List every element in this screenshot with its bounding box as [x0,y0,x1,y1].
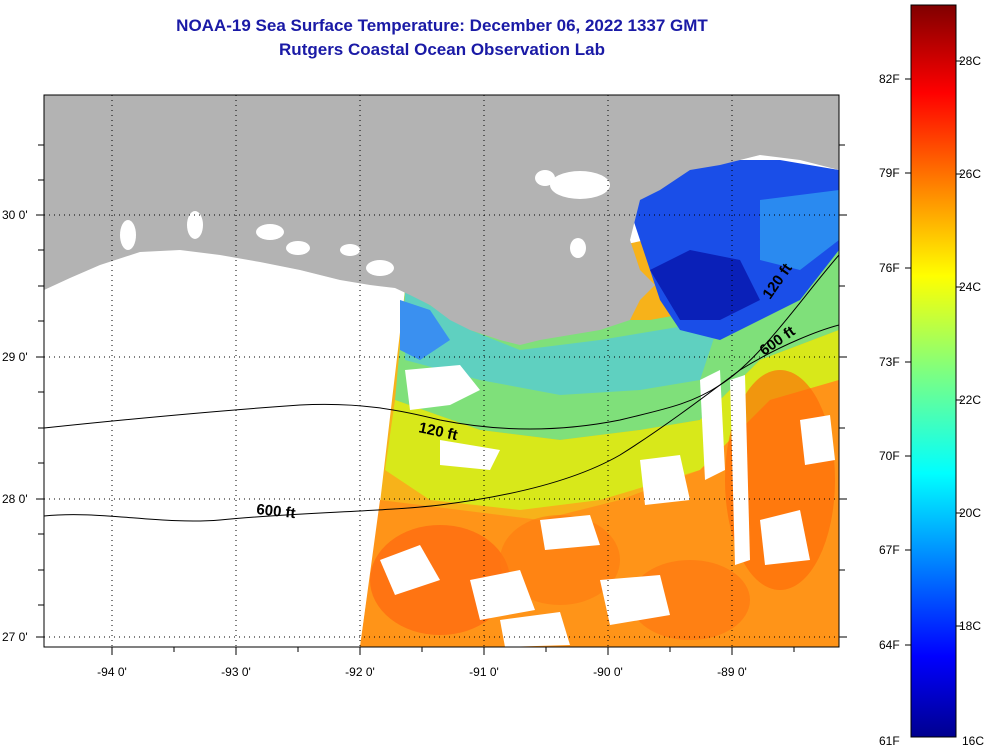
lon-label-93: -93 0' [221,665,251,679]
cbar-f-82: 82F [879,72,900,86]
cbar-f-64: 64F [879,638,900,652]
lon-label-89: -89 0' [717,665,747,679]
lat-label-27: 27 0' [2,630,28,644]
grid [44,95,839,647]
cbar-c-20: 20C [959,506,981,520]
lat-label-30: 30 0' [2,208,28,222]
cbar-c-26: 26C [959,167,981,181]
cbar-f-76: 76F [879,261,900,275]
land-mass [44,95,839,345]
lon-label-92: -92 0' [345,665,375,679]
colorbar [910,4,957,738]
title-line-1: NOAA-19 Sea Surface Temperature: Decembe… [176,16,708,35]
contour-label-600-west: 600 ft [256,501,297,522]
cbar-c-24: 24C [959,280,981,294]
title-line-2: Rutgers Coastal Ocean Observation Lab [279,40,605,59]
lon-label-90: -90 0' [593,665,623,679]
cbar-f-67: 67F [879,543,900,557]
lon-label-94: -94 0' [97,665,127,679]
lat-label-28: 28 0' [2,492,28,506]
cbar-c-28: 28C [959,54,981,68]
cbar-c-18: 18C [959,619,981,633]
lon-label-91: -91 0' [469,665,499,679]
cloud-cover [380,365,835,647]
cbar-f-73: 73F [879,355,900,369]
cbar-c-16: 16C [962,734,984,748]
cbar-f-61: 61F [879,734,900,748]
cbar-c-22: 22C [959,393,981,407]
lat-label-29: 29 0' [2,350,28,364]
bathymetry-contours [44,254,839,522]
map-frame [43,94,840,648]
cbar-f-70: 70F [879,449,900,463]
cbar-f-79: 79F [879,166,900,180]
